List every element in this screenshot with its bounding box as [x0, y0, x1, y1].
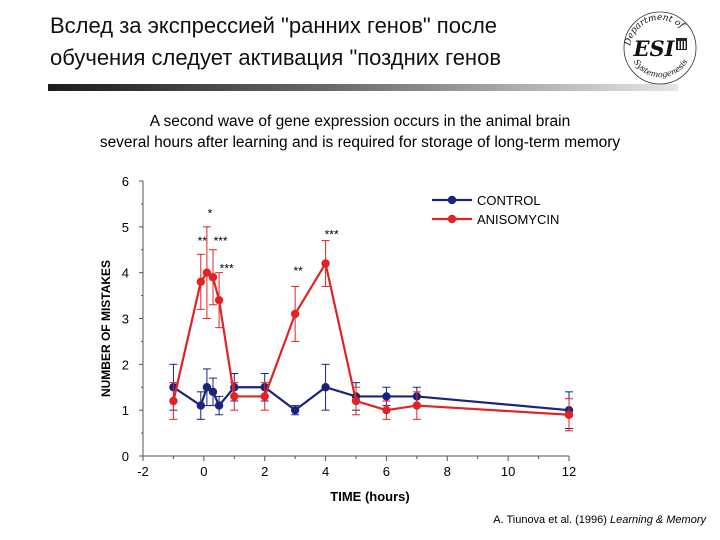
x-tick-label: 12 [562, 464, 576, 479]
data-point [260, 392, 269, 401]
data-point [351, 396, 361, 406]
subtitle-line-2: several hours after learning and is requ… [99, 134, 621, 151]
significance-marker: * [208, 207, 213, 221]
data-point [208, 273, 218, 282]
data-point [202, 268, 212, 277]
legend-marker [447, 195, 457, 205]
y-tick-label: 4 [122, 266, 129, 281]
data-point [564, 410, 574, 419]
data-point [321, 383, 330, 392]
credit-journal: Learning & Memory [610, 514, 706, 526]
x-tick-label: 4 [322, 464, 329, 479]
data-point [169, 396, 178, 406]
legend-label: CONTROL [477, 193, 541, 208]
data-point [202, 383, 212, 392]
logo-center-text: ESI [633, 36, 676, 61]
slide-title-line-1: Вслед за экспрессией "ранних генов" посл… [50, 13, 498, 38]
significance-marker: ** [198, 234, 208, 248]
legend-entry-control: CONTROL [432, 193, 541, 208]
data-point [196, 277, 206, 287]
y-tick-label: 6 [122, 174, 129, 189]
x-tick-label: 10 [501, 464, 515, 479]
x-tick-label: 0 [200, 464, 207, 479]
x-axis-title: TIME (hours) [330, 489, 409, 504]
significance-marker: *** [214, 234, 228, 248]
data-point [321, 259, 330, 268]
slide-title: Вслед за экспрессией "ранних генов" посл… [50, 10, 610, 74]
department-logo: Department of ESI Systemogenesis [623, 11, 697, 85]
logo-ring [623, 11, 697, 85]
series-anisomycin [169, 226, 574, 432]
slide-title-line-2: обучения следует активация "поздних гено… [50, 45, 501, 70]
legend-marker [447, 214, 457, 224]
series-line [172, 260, 570, 416]
data-point [382, 405, 391, 415]
data-point [290, 309, 300, 319]
y-tick-label: 3 [122, 312, 129, 327]
significance-marker: *** [325, 227, 339, 241]
x-tick-label: 8 [444, 464, 451, 479]
y-tick-label: 0 [122, 449, 129, 464]
legend-label: ANISOMYCIN [477, 212, 559, 227]
subtitle-line-1: A second wave of gene expression occurs … [149, 113, 571, 130]
title-divider [48, 84, 678, 91]
x-tick-label: -2 [137, 464, 149, 479]
y-axis-title: NUMBER OF MISTAKES [99, 260, 113, 397]
y-tick-label: 2 [122, 357, 129, 372]
data-point [208, 387, 218, 397]
data-point [214, 401, 224, 410]
significance-marker: ** [294, 264, 304, 278]
data-point [412, 401, 422, 410]
y-tick-label: 1 [122, 403, 129, 418]
x-tick-label: 2 [261, 464, 268, 479]
source-credit: A. Tiunova et al. (1996) Learning & Memo… [493, 514, 706, 526]
data-point [196, 401, 206, 410]
data-point [230, 392, 239, 401]
credit-authors: A. Tiunova et al. (1996) [493, 514, 607, 526]
data-point [382, 392, 391, 401]
y-tick-label: 5 [122, 220, 129, 235]
slide-subtitle: A second wave of gene expression occurs … [0, 111, 720, 153]
data-point [290, 405, 300, 415]
logo-building-icon [676, 38, 687, 50]
x-tick-label: 6 [383, 464, 390, 479]
significance-marker: *** [220, 262, 234, 276]
data-point [214, 295, 224, 305]
legend-entry-anisomycin: ANISOMYCIN [432, 212, 559, 227]
